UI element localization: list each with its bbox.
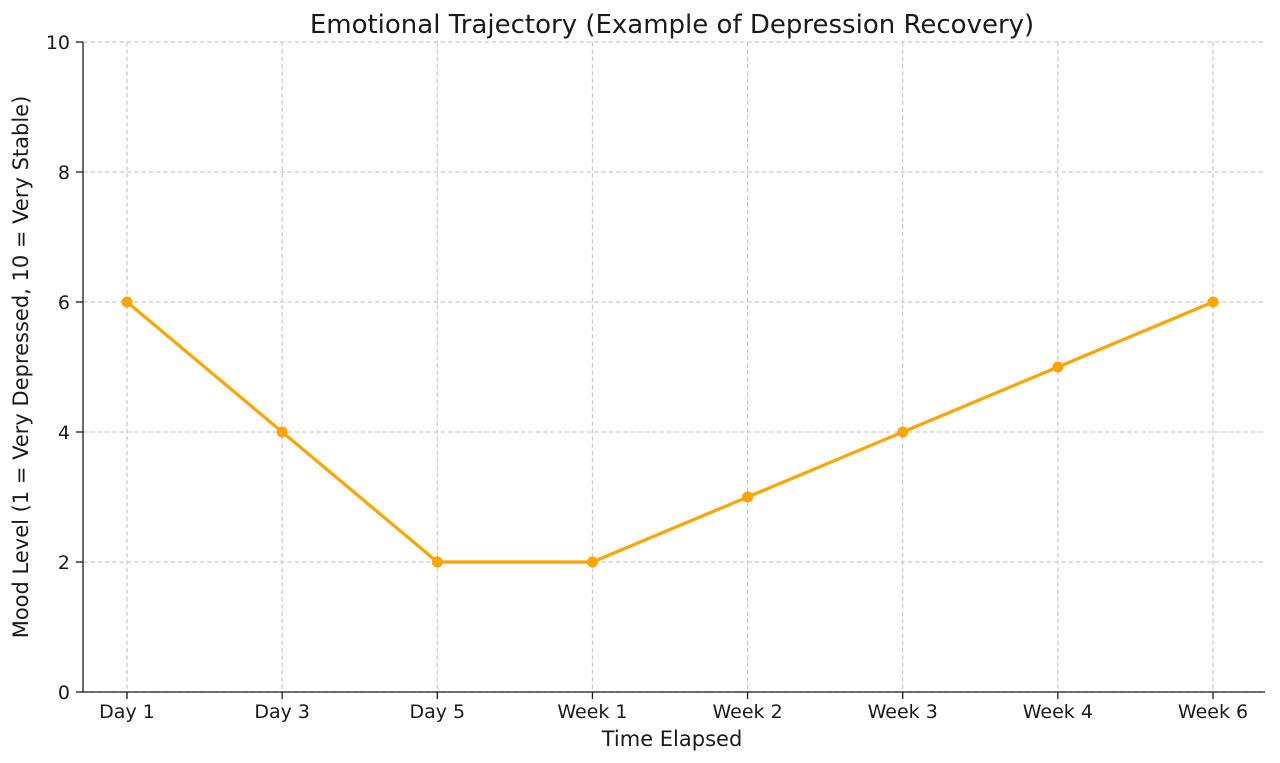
mood-line-series (121, 296, 1219, 568)
data-point (897, 426, 909, 438)
data-point (431, 556, 443, 568)
chart-title: Emotional Trajectory (Example of Depress… (310, 10, 1034, 40)
x-tick-label: Day 5 (409, 701, 465, 723)
y-axis-label: Mood Level (1 = Very Depressed, 10 = Ver… (9, 96, 33, 639)
data-point (1052, 361, 1064, 373)
x-tick-label: Week 2 (712, 701, 782, 723)
tick-labels: 0 2 4 6 8 10 Day 1 Day 3 Day 5 Week 1 Week 2 Week 3… (46, 32, 1248, 723)
x-tick-label: Week 1 (557, 701, 627, 723)
grid-lines (83, 41, 1265, 693)
data-point (586, 556, 598, 568)
y-tick-label: 8 (58, 162, 70, 184)
y-tick-label: 10 (46, 32, 70, 54)
data-point (121, 296, 133, 308)
x-tick-label: Day 3 (254, 701, 310, 723)
y-tick-label: 4 (58, 422, 70, 444)
series-line (125, 300, 1215, 564)
axes (76, 41, 1265, 699)
data-point (276, 426, 288, 438)
x-tick-label: Week 3 (868, 701, 938, 723)
data-point (1207, 296, 1219, 308)
y-tick-label: 2 (58, 552, 70, 574)
y-tick-label: 0 (58, 682, 70, 704)
x-tick-label: Week 6 (1178, 701, 1248, 723)
x-tick-label: Week 4 (1023, 701, 1093, 723)
x-axis-label: Time Elapsed (601, 727, 743, 751)
data-point (742, 491, 754, 503)
y-tick-label: 6 (58, 292, 70, 314)
x-tick-label: Day 1 (99, 701, 155, 723)
